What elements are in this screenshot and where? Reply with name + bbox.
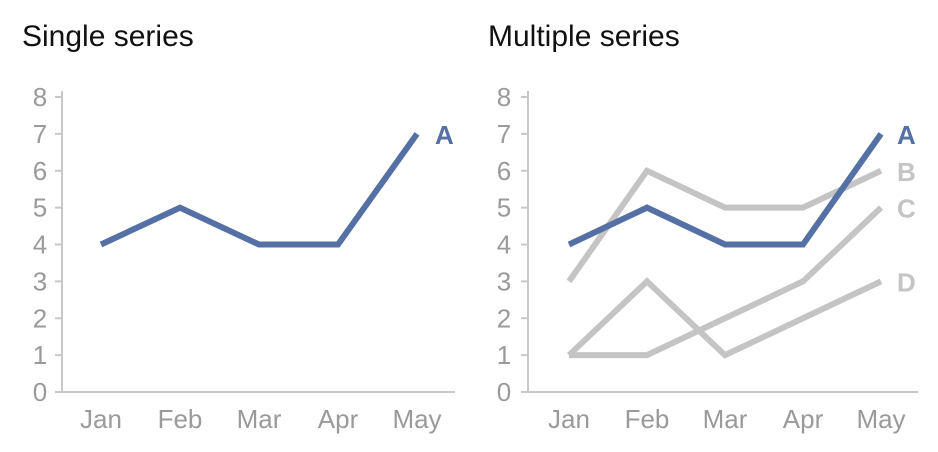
- y-tick-label-6: 6: [497, 156, 511, 186]
- series-label-d: D: [897, 267, 916, 297]
- multiple-series-panel: 0 1 2 3 4 5 6 7 8 Jan Feb Mar Apr May BC D A: [497, 82, 918, 434]
- series-label-a: A: [435, 120, 454, 150]
- x-tick-label-may: May: [392, 404, 441, 434]
- x-tick-label-may: May: [856, 404, 905, 434]
- x-tick-label-mar: Mar: [703, 404, 748, 434]
- chart-title-single-series: Single series: [22, 20, 194, 53]
- y-tick-label-8: 8: [497, 82, 511, 112]
- x-tick-label-jan: Jan: [80, 404, 122, 434]
- y-tick-label-1: 1: [33, 340, 47, 370]
- series-label-c: C: [897, 194, 916, 224]
- y-tick-label-3: 3: [497, 266, 511, 296]
- y-tick-label-4: 4: [497, 230, 511, 260]
- y-tick-label-7: 7: [497, 119, 511, 149]
- series-label-a: A: [897, 120, 916, 150]
- y-tick-label-7: 7: [33, 119, 47, 149]
- y-tick-label-5: 5: [33, 193, 47, 223]
- x-tick-label-feb: Feb: [158, 404, 203, 434]
- x-tick-label-feb: Feb: [625, 404, 670, 434]
- y-tick-label-5: 5: [497, 193, 511, 223]
- x-tick-label-apr: Apr: [318, 404, 359, 434]
- y-tick-label-0: 0: [497, 377, 511, 407]
- y-tick-label-2: 2: [33, 303, 47, 333]
- x-tick-label-mar: Mar: [237, 404, 282, 434]
- series-line-c: [569, 205, 884, 359]
- chart-title-multiple-series: Multiple series: [488, 20, 680, 53]
- y-tick-label-0: 0: [33, 377, 47, 407]
- y-tick-label-2: 2: [497, 303, 511, 333]
- y-tick-label-1: 1: [497, 340, 511, 370]
- series-line-a: [99, 132, 420, 248]
- x-tick-label-jan: Jan: [548, 404, 590, 434]
- series-line-d: [566, 277, 883, 359]
- y-tick-label-3: 3: [33, 266, 47, 296]
- x-tick-label-apr: Apr: [783, 404, 824, 434]
- series-line-b: [566, 166, 883, 284]
- y-tick-label-8: 8: [33, 82, 47, 112]
- single-series-panel: 0 1 2 3 4 5 6 7 8 Jan Feb Mar Apr May A: [33, 82, 455, 434]
- series-label-b: B: [897, 157, 916, 187]
- y-tick-label-6: 6: [33, 156, 47, 186]
- y-tick-label-4: 4: [33, 230, 47, 260]
- series-line-a: [567, 132, 884, 248]
